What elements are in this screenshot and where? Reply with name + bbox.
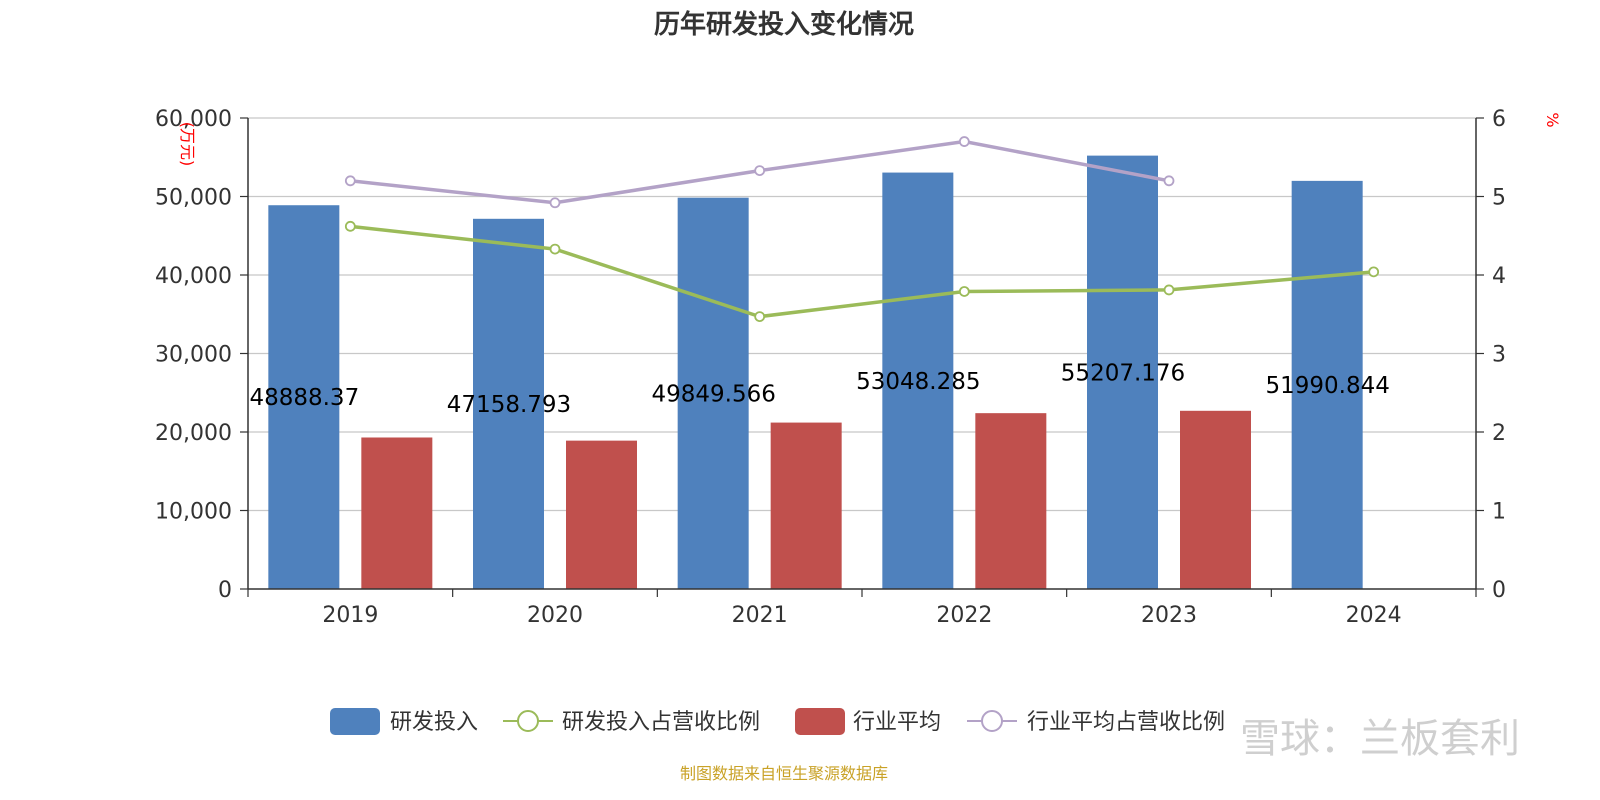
axes [240, 117, 1484, 597]
x-tick-label: 2022 [936, 603, 992, 628]
right-tick-label: 6 [1492, 107, 1506, 132]
bar-rd-investment [882, 172, 954, 589]
data-label-rd-investment: 47158.793 [447, 392, 571, 418]
left-tick-label: 10,000 [155, 500, 232, 525]
x-tick-label: 2023 [1141, 603, 1197, 628]
data-label-rd-investment: 49849.566 [651, 381, 775, 407]
bar-industry-average [975, 413, 1047, 589]
legend-label-rd-investment: 研发投入 [390, 710, 478, 735]
legend-swatch-rd-investment [330, 708, 380, 735]
right-tick-label: 5 [1492, 186, 1506, 211]
x-tick-label: 2021 [732, 603, 788, 628]
left-tick-label: 60,000 [155, 107, 232, 132]
right-axis-ticks: 0 1 2 3 4 5 6 [1492, 107, 1506, 603]
legend-item-rd-ratio[interactable]: 研发投入占营收比例 [503, 710, 760, 735]
right-axis-unit: % [1543, 112, 1562, 127]
legend-marker-rd-ratio [517, 710, 539, 732]
legend-label-industry-average: 行业平均 [853, 710, 941, 735]
x-tick-label: 2019 [322, 603, 378, 628]
legend-label-rd-ratio: 研发投入占营收比例 [562, 710, 760, 735]
point-industry-ratio [958, 136, 970, 147]
bar-industry-average [361, 437, 433, 589]
point-industry-ratio [344, 175, 356, 187]
point-industry-ratio [1163, 175, 1175, 187]
right-tick-label: 2 [1492, 421, 1506, 446]
left-tick-label: 0 [218, 578, 232, 603]
point-rd-ratio [958, 286, 970, 297]
data-label-rd-investment: 51990.844 [1265, 373, 1389, 399]
legend-item-industry-average[interactable]: 行业平均 [795, 708, 941, 735]
left-axis-ticks: 0 10,000 20,000 30,000 40,000 50,000 60,000 [155, 107, 232, 603]
bar-rd-investment [473, 218, 544, 590]
left-tick-label: 40,000 [155, 264, 232, 289]
watermark: 雪球：兰板套利 [1240, 716, 1520, 762]
data-labels: 48888.37 47158.793 49849.566 53048.285 55207… [249, 360, 1389, 418]
point-rd-ratio [754, 311, 766, 323]
right-tick-label: 0 [1492, 578, 1506, 603]
data-label-rd-investment: 48888.37 [249, 385, 359, 411]
bar-rd-investment [1087, 155, 1158, 590]
bars [268, 155, 1363, 590]
legend-swatch-industry-average [795, 708, 845, 735]
point-rd-ratio [1163, 284, 1175, 296]
legend-label-industry-ratio: 行业平均占营收比例 [1027, 710, 1225, 735]
x-tick-label: 2024 [1346, 603, 1402, 628]
data-label-rd-investment: 55207.176 [1061, 360, 1185, 386]
right-tick-label: 4 [1492, 264, 1506, 289]
bar-rd-investment [677, 197, 749, 589]
bar-industry-average [770, 422, 842, 589]
right-tick-label: 1 [1492, 500, 1506, 525]
left-tick-label: 30,000 [155, 343, 232, 368]
legend-item-industry-ratio[interactable]: 行业平均占营收比例 [967, 710, 1225, 735]
x-tick-label: 2020 [527, 603, 583, 628]
right-tick-label: 3 [1492, 343, 1506, 368]
legend: 研发投入 研发投入占营收比例 行业平均 行业平均占营收比例 [330, 708, 1225, 735]
left-tick-label: 50,000 [155, 186, 232, 211]
line-rd-ratio [350, 224, 1374, 319]
point-rd-ratio [549, 243, 561, 255]
point-rd-ratio [1368, 266, 1380, 278]
grid-lines [248, 117, 1476, 512]
point-rd-ratio [344, 220, 356, 232]
bar-industry-average [1180, 410, 1251, 589]
legend-item-rd-investment[interactable]: 研发投入 [330, 708, 478, 735]
bar-rd-investment [1291, 180, 1363, 589]
source-note: 制图数据来自恒生聚源数据库 [680, 764, 888, 783]
lines [344, 136, 1380, 323]
point-industry-ratio [549, 197, 561, 209]
left-axis-unit: (万元) [178, 122, 197, 167]
chart-title: 历年研发投入变化情况 [654, 9, 914, 40]
legend-marker-industry-ratio [981, 710, 1003, 732]
bar-industry-average [566, 440, 637, 589]
bar-rd-investment [268, 205, 340, 589]
x-axis-ticks: 2019 2020 2021 2022 2023 2024 [322, 603, 1401, 628]
data-label-rd-investment: 53048.285 [856, 369, 980, 395]
left-tick-label: 20,000 [155, 421, 232, 446]
point-industry-ratio [754, 165, 766, 176]
